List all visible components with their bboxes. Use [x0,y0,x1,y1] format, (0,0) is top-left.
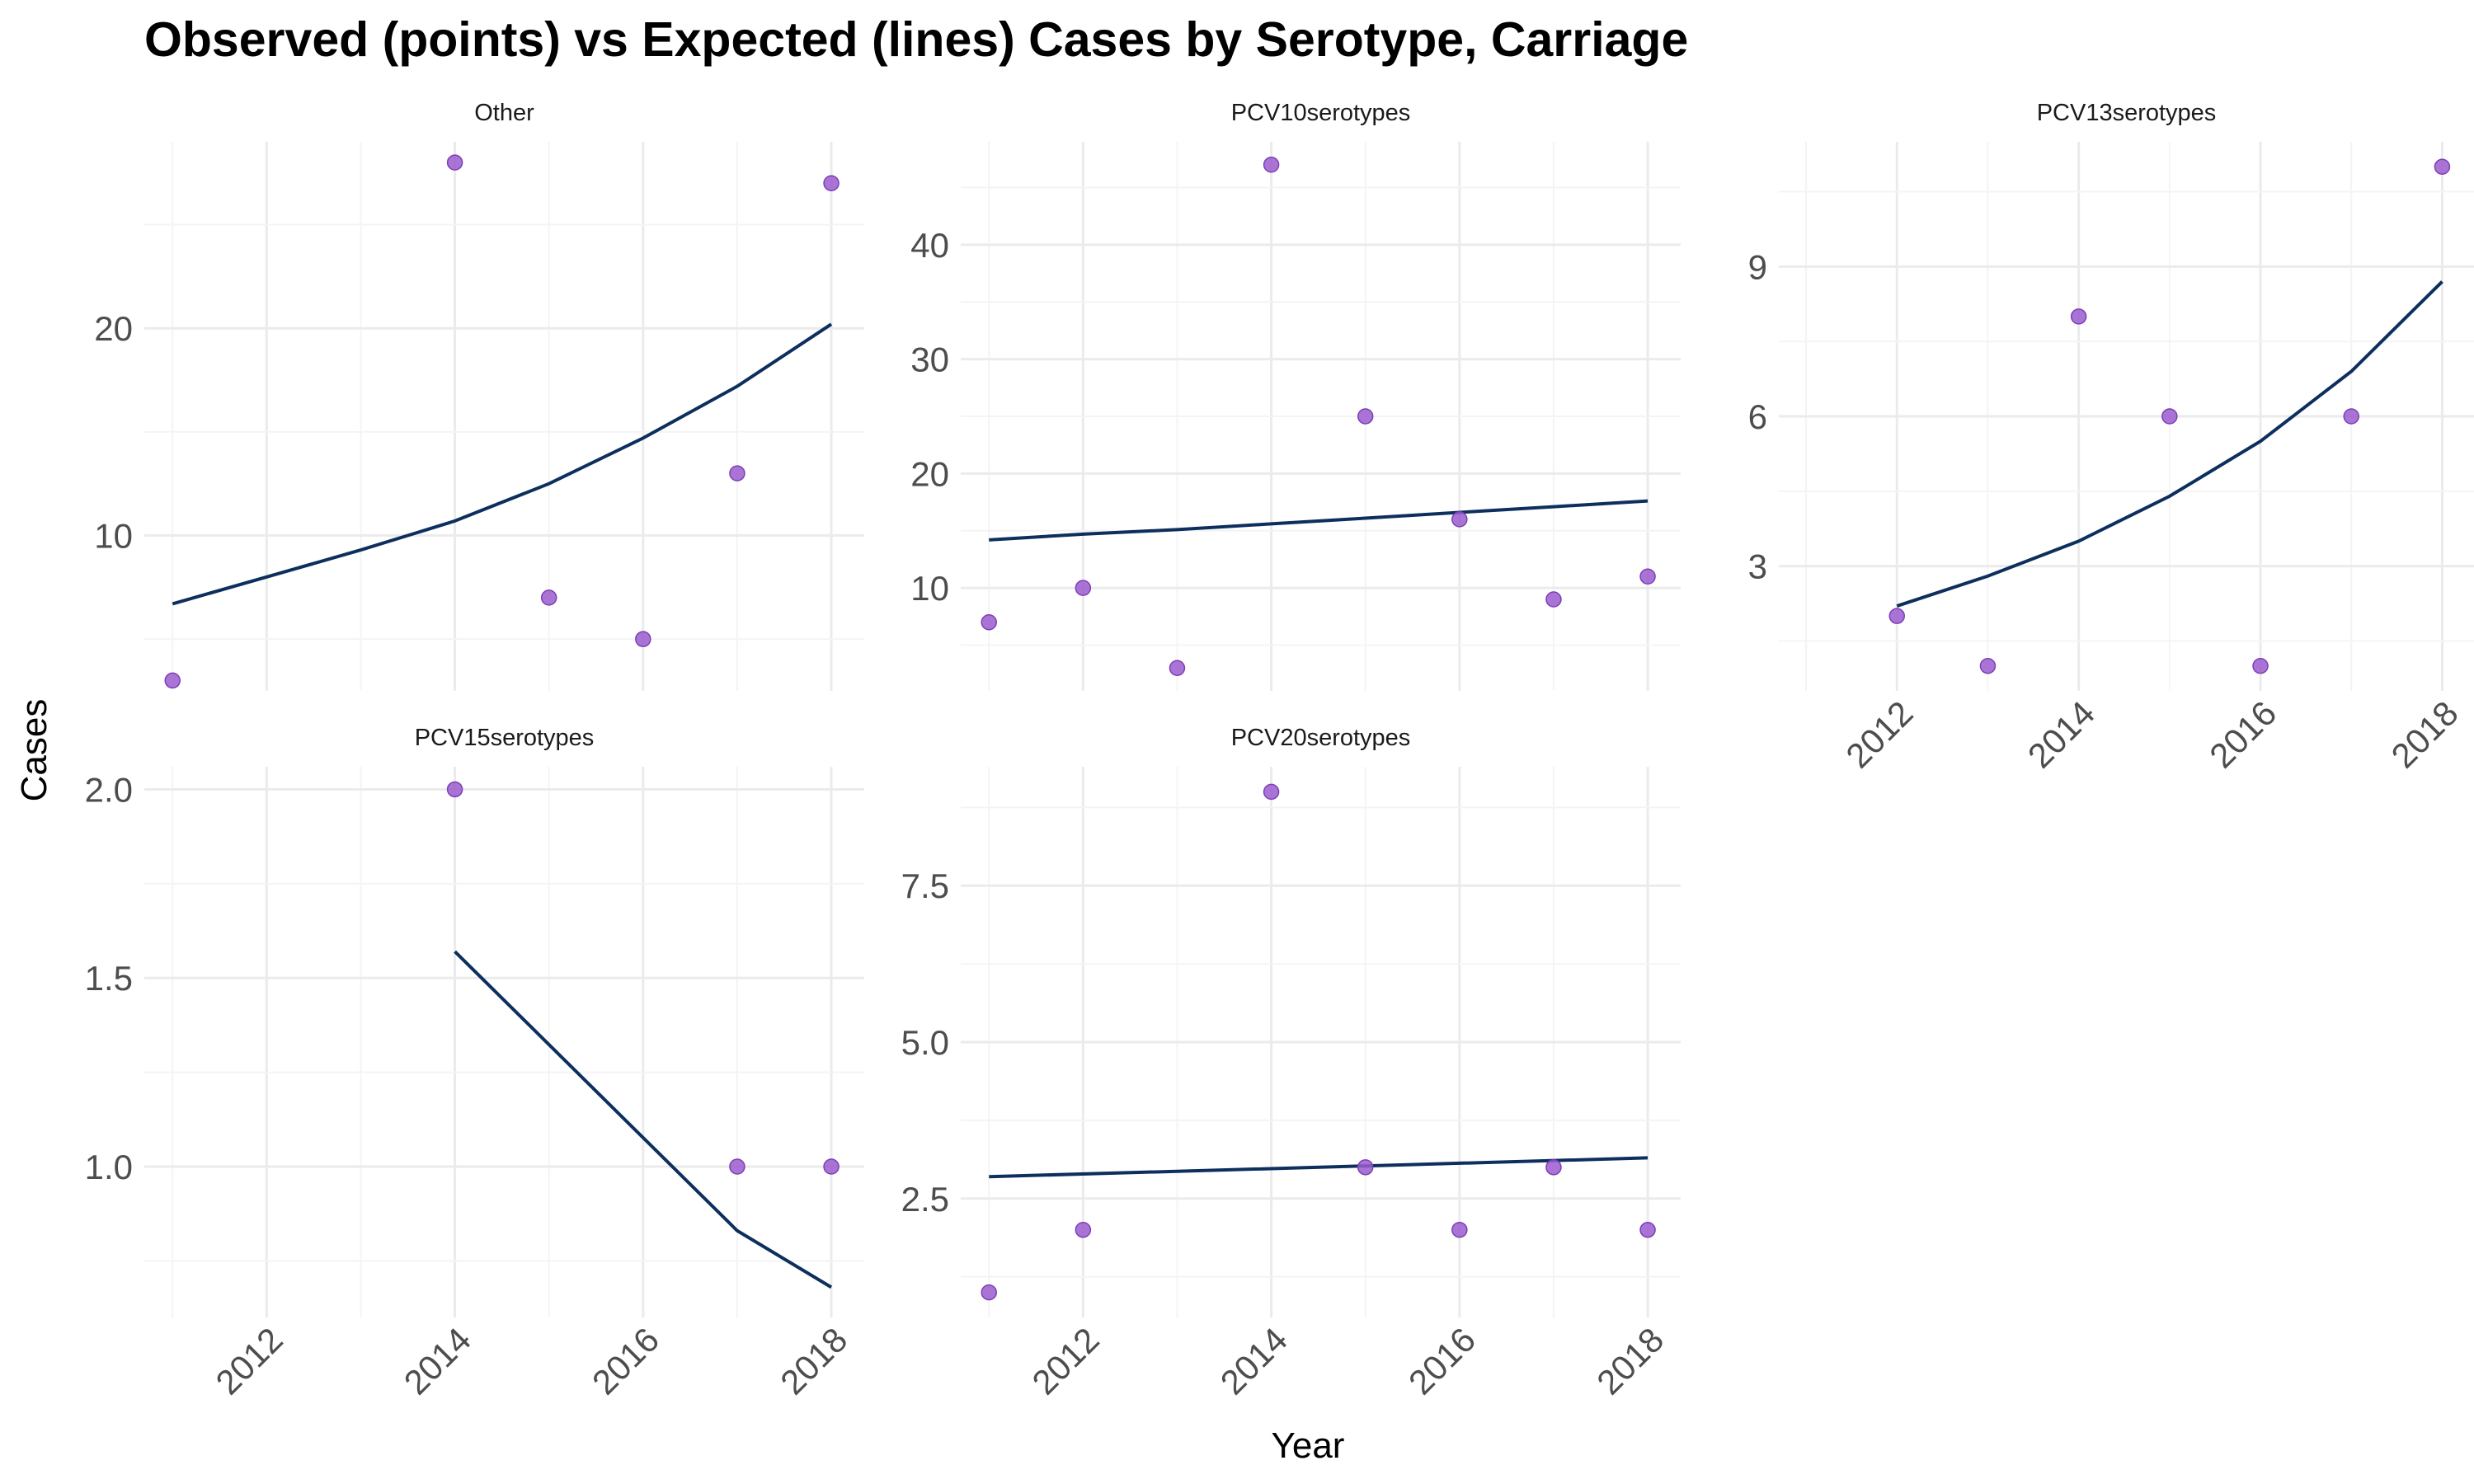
observed-point [635,631,651,647]
observed-point [1357,1159,1374,1176]
observed-point [1357,408,1374,425]
observed-point [1263,157,1280,173]
observed-point [2161,408,2178,425]
observed-point [1451,511,1468,528]
observed-point [1075,580,1092,596]
chart-title: Observed (points) vs Expected (lines) Ca… [144,12,1689,67]
facet-strip-label: PCV10serotypes [1231,100,1411,126]
y-tick-label: 20 [94,309,133,348]
facet-strip-label: PCV15serotypes [415,725,595,751]
y-tick-label: 10 [910,569,949,608]
expected-line [172,322,833,606]
observed-point [823,1158,840,1175]
x-tick-label: 2016 [1401,1320,1483,1402]
facet-panel-other: Other 10 20 [94,100,864,691]
x-tick-label: 2012 [1838,693,1920,775]
observed-point [1639,568,1656,585]
x-tick-label: 2018 [2383,693,2465,775]
y-axis-title: Cases [14,699,54,802]
observed-point [1639,1221,1656,1238]
observed-point [729,1158,745,1175]
x-tick-label: 2014 [1213,1320,1295,1402]
facet-panel-pcv20serotypes: PCV20serotypes 2.5 5.0 7.5 2012 2014 2016 2018 [901,725,1681,1402]
observed-point [1979,657,1997,674]
x-axis-title: Year [1272,1425,1345,1466]
x-tick-label: 2018 [773,1320,854,1402]
observed-point [540,589,557,606]
y-tick-label: 2.5 [901,1180,949,1219]
facet-panel-pcv13serotypes: PCV13serotypes 3 6 9 2012 2014 2016 2018 [1748,100,2474,775]
observed-point [981,1284,997,1301]
facet-panel-pcv15serotypes: PCV15serotypes 1.0 1.5 2.0 2012 2014 2016 2018 [85,725,864,1402]
observed-point [1451,1221,1468,1238]
y-tick-label: 7.5 [901,866,949,905]
y-tick-label: 40 [910,226,949,265]
observed-point [981,614,997,631]
y-tick-label: 30 [910,340,949,379]
observed-point [1545,591,1562,608]
y-tick-label: 1.5 [85,959,133,998]
observed-point [1169,660,1186,676]
observed-point [446,154,463,171]
y-tick-label: 6 [1748,397,1767,436]
observed-point [1888,608,1906,624]
observed-point [164,672,181,689]
y-tick-label: 5.0 [901,1023,949,1062]
x-tick-label: 2018 [1589,1320,1671,1402]
observed-point [729,465,745,481]
facet-strip-label: PCV13serotypes [2037,100,2217,126]
observed-point [2070,308,2087,325]
expected-line [989,499,1649,542]
y-tick-label: 20 [910,454,949,493]
observed-point [2434,158,2451,176]
facet-panel-pcv10serotypes: PCV10serotypes 10 20 30 40 [910,100,1681,691]
observed-point [1545,1159,1562,1176]
expected-line [454,950,833,1289]
facet-strip-label: PCV20serotypes [1231,725,1411,751]
observed-point [446,781,463,798]
x-tick-label: 2014 [2020,693,2102,775]
observed-point [2252,657,2269,674]
y-tick-label: 9 [1748,247,1767,286]
expected-line [1896,280,2443,608]
expected-line [989,1156,1649,1179]
x-tick-label: 2012 [1024,1320,1106,1402]
y-tick-label: 1.0 [85,1148,133,1186]
observed-point [1263,783,1280,801]
y-tick-label: 3 [1748,547,1767,586]
facet-strip-label: Other [474,100,534,126]
x-tick-label: 2014 [397,1320,478,1402]
x-tick-label: 2016 [2202,693,2284,775]
x-tick-label: 2016 [585,1320,666,1402]
observed-point [823,175,840,192]
observed-point [2343,408,2359,425]
y-tick-label: 2.0 [85,770,133,809]
y-tick-label: 10 [94,517,133,556]
observed-point [1075,1221,1092,1238]
x-tick-label: 2012 [208,1320,289,1402]
